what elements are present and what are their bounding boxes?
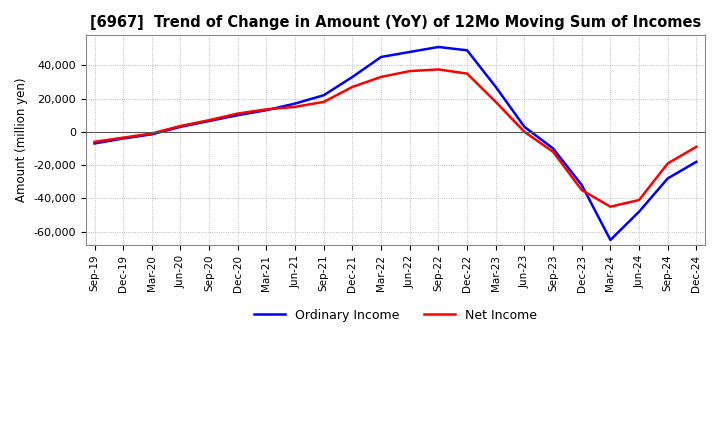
Ordinary Income bbox=[606, 237, 615, 242]
Ordinary Income bbox=[176, 124, 185, 129]
Net Income bbox=[377, 74, 385, 80]
Ordinary Income bbox=[148, 132, 156, 137]
Line: Ordinary Income: Ordinary Income bbox=[94, 47, 696, 240]
Ordinary Income bbox=[90, 141, 99, 146]
Title: [6967]  Trend of Change in Amount (YoY) of 12Mo Moving Sum of Incomes: [6967] Trend of Change in Amount (YoY) o… bbox=[90, 15, 701, 30]
Ordinary Income bbox=[577, 183, 586, 188]
Net Income bbox=[405, 69, 414, 74]
Ordinary Income bbox=[348, 74, 357, 80]
Net Income bbox=[549, 149, 557, 154]
Net Income bbox=[663, 161, 672, 166]
Net Income bbox=[291, 104, 300, 110]
Net Income bbox=[204, 117, 213, 123]
Ordinary Income bbox=[663, 176, 672, 181]
Net Income bbox=[692, 144, 701, 150]
Net Income bbox=[119, 135, 127, 140]
Ordinary Income bbox=[635, 209, 644, 214]
Net Income bbox=[606, 204, 615, 209]
Ordinary Income bbox=[405, 49, 414, 55]
Ordinary Income bbox=[434, 44, 443, 50]
Ordinary Income bbox=[262, 107, 271, 113]
Net Income bbox=[262, 107, 271, 112]
Net Income bbox=[463, 71, 472, 76]
Ordinary Income bbox=[204, 118, 213, 124]
Line: Net Income: Net Income bbox=[94, 70, 696, 207]
Ordinary Income bbox=[549, 146, 557, 151]
Net Income bbox=[492, 99, 500, 105]
Ordinary Income bbox=[291, 101, 300, 106]
Net Income bbox=[176, 123, 185, 128]
Ordinary Income bbox=[377, 54, 385, 59]
Ordinary Income bbox=[119, 136, 127, 141]
Net Income bbox=[233, 111, 242, 116]
Legend: Ordinary Income, Net Income: Ordinary Income, Net Income bbox=[248, 304, 542, 327]
Ordinary Income bbox=[233, 113, 242, 118]
Net Income bbox=[148, 131, 156, 136]
Y-axis label: Amount (million yen): Amount (million yen) bbox=[15, 78, 28, 202]
Net Income bbox=[520, 129, 528, 135]
Ordinary Income bbox=[320, 92, 328, 98]
Ordinary Income bbox=[492, 84, 500, 90]
Net Income bbox=[348, 84, 357, 90]
Net Income bbox=[635, 198, 644, 203]
Ordinary Income bbox=[692, 159, 701, 165]
Ordinary Income bbox=[463, 48, 472, 53]
Net Income bbox=[577, 187, 586, 193]
Net Income bbox=[90, 139, 99, 144]
Net Income bbox=[320, 99, 328, 105]
Ordinary Income bbox=[520, 124, 528, 129]
Net Income bbox=[434, 67, 443, 72]
